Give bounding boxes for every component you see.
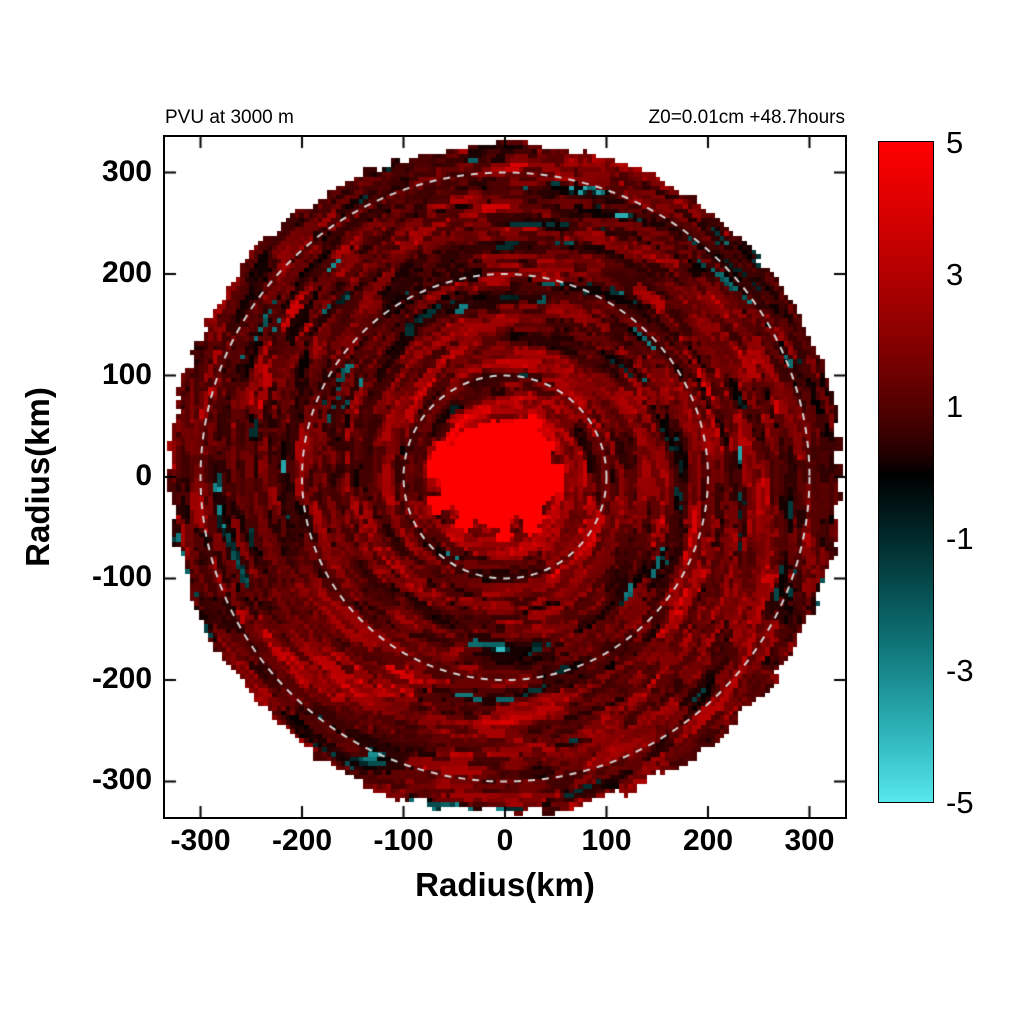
x-tick-label: -200 xyxy=(271,824,333,857)
x-tick-label: -300 xyxy=(170,824,231,857)
y-tick-label: 300 xyxy=(101,154,152,188)
x-tick-label: -100 xyxy=(373,824,434,857)
plot-area xyxy=(163,135,847,819)
colorbar-tick-label: 3 xyxy=(946,257,964,292)
y-tick-label: -100 xyxy=(91,560,152,594)
colorbar-tick-label: 1 xyxy=(946,389,964,424)
x-axis-label: Radius(km) xyxy=(415,866,595,903)
colorbar-tick-label: -1 xyxy=(946,521,974,556)
plot-title-left: PVU at 3000 m xyxy=(165,107,294,128)
y-tick-label: 0 xyxy=(135,459,152,492)
y-tick-label: 100 xyxy=(101,357,152,391)
y-tick-label: 200 xyxy=(101,256,152,289)
colorbar-tick-label: -5 xyxy=(946,785,974,820)
x-tick-label: 100 xyxy=(581,824,632,857)
colorbar-tick-label: 5 xyxy=(946,125,964,160)
x-tick-label: 0 xyxy=(496,824,514,857)
colorbar-gradient-canvas xyxy=(879,142,933,802)
heatmap-canvas xyxy=(165,137,845,817)
x-tick-label: 300 xyxy=(784,824,835,857)
plot-title-right: Z0=0.01cm +48.7hours xyxy=(648,107,845,128)
colorbar xyxy=(878,141,934,803)
y-axis-label: Radius(km) xyxy=(19,387,56,567)
y-tick-label: -300 xyxy=(91,763,152,797)
colorbar-tick-label: -3 xyxy=(946,653,974,688)
x-tick-label: 200 xyxy=(682,824,734,857)
y-tick-label: -200 xyxy=(91,661,152,695)
